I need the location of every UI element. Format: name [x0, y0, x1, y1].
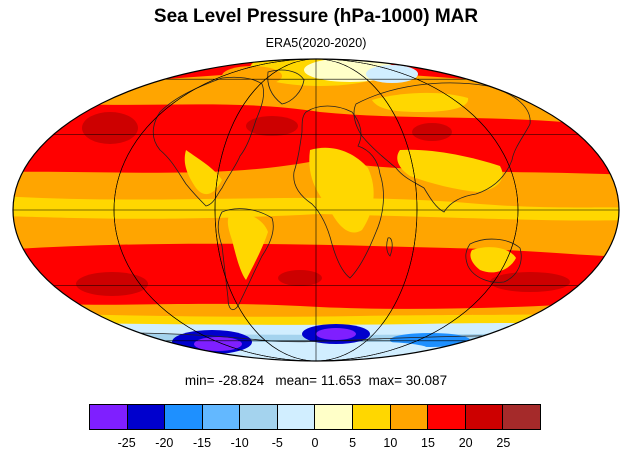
chart-title: Sea Level Pressure (hPa-1000) MAR — [153, 6, 479, 27]
bellingshausen-low-core — [194, 337, 242, 351]
greenland-low — [222, 66, 282, 86]
australia-land — [470, 247, 516, 273]
colorbar-swatch — [390, 405, 429, 429]
mean-label: mean= — [275, 373, 318, 388]
south-indian-high-cell — [490, 272, 570, 292]
map-outline — [12, 58, 620, 362]
antarctic-plateau — [330, 342, 430, 358]
graticule-meridian — [113, 59, 519, 361]
coast-north-america — [152, 76, 264, 207]
colorbar-swatch — [90, 405, 128, 429]
africa-land — [309, 147, 374, 233]
colorbar-tick-label: -5 — [271, 436, 283, 450]
min-value: -28.824 — [218, 373, 265, 388]
colorbar-tick-label: -20 — [155, 436, 174, 450]
north-atlantic-high-cell — [246, 116, 298, 136]
pressure-field — [13, 59, 619, 361]
colorbar-tick-label: -15 — [192, 436, 212, 450]
colorbar-swatch — [465, 405, 504, 429]
colorbar-swatch — [503, 405, 540, 429]
siberia-land — [372, 92, 469, 112]
max-value: 30.087 — [405, 373, 448, 388]
colorbar-swatch — [127, 405, 166, 429]
coast-australia — [465, 238, 522, 283]
graticule-meridian — [214, 59, 418, 361]
colorbar-tick-label: 25 — [496, 436, 511, 450]
coast-europe-africa — [293, 105, 384, 279]
colorbar-swatch — [428, 405, 466, 429]
coast-greenland — [267, 69, 305, 105]
colorbar-tick-label: 0 — [311, 436, 319, 450]
chart-subtitle: ERA5(2020-2020) — [265, 36, 367, 50]
arctic-low-inner — [366, 65, 418, 83]
south-pacific-high-cell — [76, 272, 148, 296]
colorbar — [89, 404, 541, 430]
siberian-high-cell — [412, 123, 452, 141]
colorbar-swatch — [240, 405, 278, 429]
north-pacific-high-cell — [82, 112, 138, 144]
colorbar-tick-label: 5 — [349, 436, 357, 450]
colorbar-tick-label: 10 — [383, 436, 398, 450]
colorbar-swatch — [165, 405, 203, 429]
stats-line: min= -28.824 mean= 11.653 max= 30.087 — [0, 373, 632, 388]
south-asia-land — [397, 149, 503, 192]
colorbar-swatch — [277, 405, 316, 429]
colorbar-swatch — [202, 405, 241, 429]
colorbar-tick-label: -25 — [117, 436, 136, 450]
coast-madagascar — [386, 237, 393, 257]
min-label: min= — [184, 373, 215, 388]
south-america-land — [227, 213, 268, 280]
ross-sea-low-outer — [13, 329, 110, 343]
mexico-land — [184, 150, 222, 195]
south-atlantic-high-cell — [278, 270, 322, 286]
weddell-low-core — [316, 328, 356, 340]
pacific-sector-low — [490, 330, 590, 342]
graticule — [13, 59, 619, 361]
mean-value: 11.653 — [320, 373, 362, 388]
colorbar-tick-label: -10 — [230, 436, 249, 450]
colorbar-tick-labels: -25 -20 -15 -10 -5 0 5 10 15 20 25 — [0, 436, 632, 454]
colorbar-swatch — [353, 405, 391, 429]
colorbar-tick-label: 20 — [458, 436, 473, 450]
max-label: max= — [368, 373, 403, 388]
colorbar-tick-label: 15 — [421, 436, 435, 450]
colorbar-swatch — [315, 405, 354, 429]
